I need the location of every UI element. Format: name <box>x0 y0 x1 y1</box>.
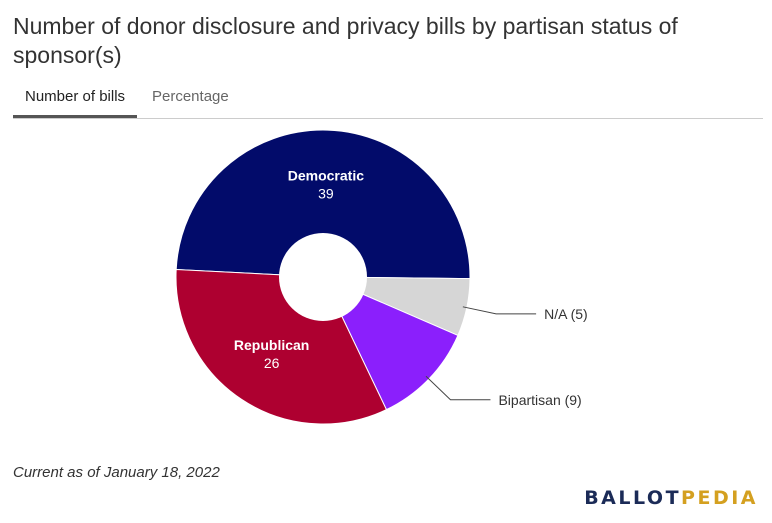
label-n-a-leader-line <box>462 306 537 315</box>
label-democratic-value: 39 <box>318 185 334 201</box>
label-republican-name: Republican <box>234 337 309 353</box>
label-bipartisan: Bipartisan (9) <box>498 392 581 408</box>
logo-part-ballot: BALLOT <box>584 487 682 509</box>
slice-democratic[interactable] <box>175 129 471 280</box>
tab-bar: Number of bills Percentage <box>13 82 763 119</box>
label-n-a: N/A (5) <box>544 306 588 322</box>
tab-number-of-bills[interactable]: Number of bills <box>13 82 138 118</box>
ballotpedia-logo: BALLOTPEDIA <box>584 487 758 509</box>
label-republican-value: 26 <box>264 355 280 371</box>
logo-part-pedia: PEDIA <box>681 487 758 509</box>
label-bipartisan-leader-line <box>425 375 491 401</box>
footnote: Current as of January 18, 2022 <box>13 464 220 481</box>
donut-hole <box>279 233 367 321</box>
chart-title: Number of donor disclosure and privacy b… <box>13 13 678 68</box>
label-democratic-name: Democratic <box>288 167 364 183</box>
tab-percentage[interactable]: Percentage <box>152 88 229 105</box>
